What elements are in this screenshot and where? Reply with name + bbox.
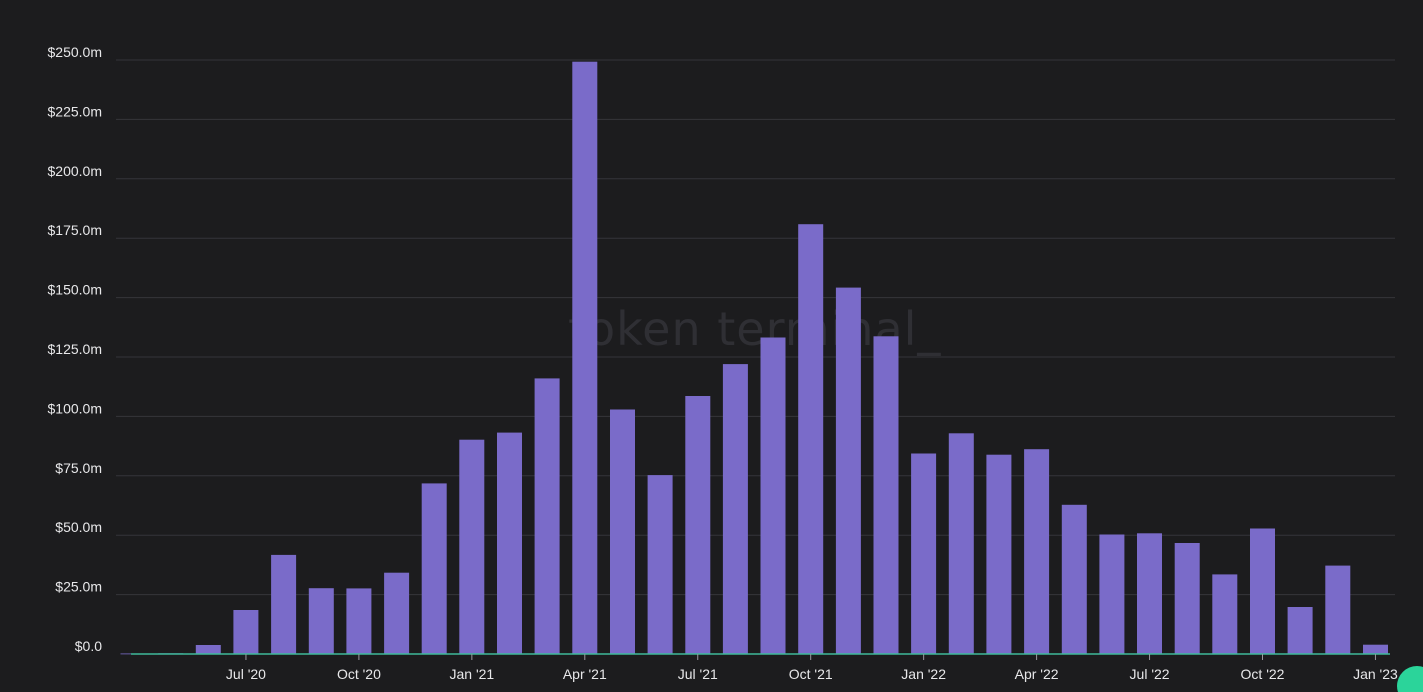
bar[interactable] (873, 336, 899, 654)
bar[interactable] (534, 378, 560, 654)
x-tick-label: Jul '20 (226, 666, 266, 682)
bar[interactable] (948, 433, 974, 654)
x-tick-label: Oct '20 (337, 666, 381, 682)
bar[interactable] (459, 439, 485, 654)
bar[interactable] (497, 432, 522, 654)
bar[interactable] (986, 454, 1012, 654)
x-tick-label: Jan '23 (1353, 666, 1398, 682)
y-tick-label: $100.0m (48, 400, 102, 416)
y-tick-label: $150.0m (48, 282, 102, 298)
y-tick-label: $225.0m (48, 103, 102, 119)
x-tick-label: Jan '21 (449, 666, 494, 682)
y-tick-label: $250.0m (48, 44, 102, 60)
bar[interactable] (1325, 565, 1351, 654)
bar[interactable] (647, 475, 673, 654)
bar[interactable] (1137, 533, 1162, 654)
bars (120, 61, 1388, 655)
y-tick-label: $125.0m (48, 341, 102, 357)
gridlines (116, 59, 1395, 596)
bar[interactable] (911, 453, 937, 655)
bar[interactable] (195, 645, 221, 654)
bar[interactable] (384, 572, 410, 654)
y-tick-label: $0.0 (75, 638, 102, 654)
y-tick-label: $200.0m (48, 163, 102, 179)
bar[interactable] (233, 610, 259, 654)
y-tick-label: $25.0m (55, 579, 102, 595)
x-tick-label: Jul '22 (1130, 666, 1170, 682)
bar[interactable] (1250, 528, 1275, 655)
bar[interactable] (1287, 607, 1313, 654)
bar[interactable] (722, 364, 748, 654)
bar[interactable] (760, 337, 786, 655)
bar[interactable] (346, 588, 372, 654)
bar[interactable] (1174, 543, 1200, 654)
y-tick-label: $50.0m (55, 519, 102, 535)
bar[interactable] (271, 554, 297, 654)
bar[interactable] (1099, 534, 1125, 655)
bar[interactable] (1061, 504, 1087, 654)
bar[interactable] (421, 483, 447, 654)
bar[interactable] (1212, 574, 1238, 654)
y-axis-ticks: $0.0 $25.0m $50.0m $75.0m $100.0m $125.0m $150… (48, 44, 103, 654)
x-tick-label: Apr '22 (1015, 666, 1059, 682)
bar[interactable] (835, 287, 861, 654)
x-tick-label: Apr '21 (563, 666, 607, 682)
bar[interactable] (572, 61, 598, 654)
bar[interactable] (610, 409, 635, 655)
bar[interactable] (685, 396, 711, 654)
y-tick-label: $75.0m (55, 460, 102, 476)
x-tick-label: Oct '22 (1241, 666, 1285, 682)
x-tick-label: Jul '21 (678, 666, 718, 682)
bar[interactable] (798, 224, 824, 654)
bar[interactable] (1363, 644, 1388, 654)
x-axis-ticks: Jul '20 Oct '20 Jan '21 Apr '21 Jul '21 Oct '… (226, 654, 1398, 682)
x-tick-label: Oct '21 (789, 666, 833, 682)
x-tick-label: Jan '22 (901, 666, 946, 682)
bar[interactable] (1024, 449, 1050, 654)
y-tick-label: $175.0m (48, 222, 102, 238)
bar[interactable] (308, 588, 334, 654)
